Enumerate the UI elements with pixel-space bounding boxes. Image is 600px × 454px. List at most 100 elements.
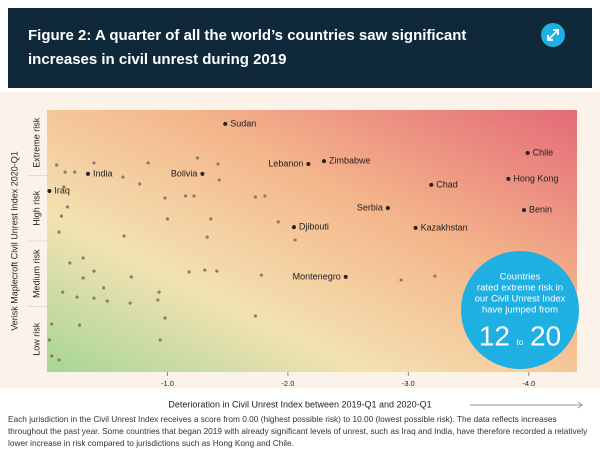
- x-tick-label: -1.0: [161, 379, 174, 388]
- point: [81, 276, 85, 280]
- point: [217, 178, 221, 182]
- callout-from: 12: [479, 320, 510, 351]
- point-label: Bolivia: [171, 168, 198, 178]
- point-label: Benin: [529, 204, 552, 214]
- x-tick-label: -4.0: [522, 379, 535, 388]
- named-point: [306, 161, 311, 166]
- point: [259, 273, 264, 277]
- callout-circle: [461, 251, 579, 369]
- named-point: [223, 121, 228, 126]
- point-label: Kazakhstan: [421, 222, 468, 232]
- point: [50, 322, 54, 326]
- point: [209, 217, 213, 221]
- named-point: [525, 150, 530, 155]
- point: [102, 286, 106, 290]
- chart-title: Figure 2: A quarter of all the world’s c…: [28, 27, 467, 68]
- named-point: [413, 225, 418, 230]
- point: [92, 269, 96, 273]
- point-label: Djibouti: [299, 221, 329, 231]
- expand-icon[interactable]: [540, 22, 566, 48]
- point: [165, 217, 170, 221]
- point: [187, 270, 191, 274]
- x-axis-title: Deterioration in Civil Unrest Index betw…: [168, 399, 431, 409]
- x-tick-label: -3.0: [402, 379, 415, 388]
- callout-to-word: to: [517, 338, 524, 347]
- point-label: Chile: [533, 147, 554, 157]
- point: [75, 295, 79, 299]
- point: [253, 314, 257, 318]
- footnote: Each jurisdiction in the Civil Unrest In…: [8, 414, 588, 448]
- point-label: Hong Kong: [513, 173, 558, 183]
- point: [205, 235, 209, 239]
- named-point: [85, 171, 90, 176]
- named-point: [506, 176, 511, 181]
- point-label: Chad: [436, 179, 458, 189]
- callout-to: 20: [530, 320, 561, 351]
- x-tick-label: -2.0: [281, 379, 294, 388]
- point: [215, 269, 219, 273]
- named-point: [522, 208, 526, 213]
- named-point: [200, 171, 205, 176]
- point: [433, 274, 437, 278]
- point: [128, 301, 132, 305]
- point-label: Iraq: [54, 185, 70, 195]
- point: [216, 162, 220, 166]
- point: [121, 175, 125, 179]
- point: [47, 338, 52, 342]
- point: [253, 195, 257, 199]
- callout-text: rated extreme risk in: [477, 283, 563, 294]
- point: [276, 220, 280, 224]
- point: [195, 156, 200, 160]
- point: [146, 161, 150, 165]
- point: [293, 238, 297, 242]
- named-point: [429, 182, 434, 187]
- band-label: Extreme risk: [31, 117, 41, 168]
- header: Figure 2: A quarter of all the world’s c…: [8, 8, 592, 88]
- point-label: Sudan: [230, 118, 256, 128]
- point: [65, 205, 70, 209]
- point: [55, 163, 59, 167]
- named-point: [343, 274, 348, 279]
- point-label: Montenegro: [293, 271, 341, 281]
- point: [129, 275, 133, 279]
- point: [68, 261, 72, 265]
- point: [158, 338, 162, 342]
- chart: Verisk Maplecroft Civil Unrest Index 202…: [0, 92, 600, 409]
- callout-text: our Civil Unrest Index: [475, 294, 566, 305]
- x-axis-arrow: [470, 401, 583, 409]
- point-label: Zimbabwe: [329, 155, 371, 165]
- point: [57, 230, 61, 234]
- point: [62, 185, 66, 189]
- y-axis-title: Verisk Maplecroft Civil Unrest Index 202…: [9, 151, 19, 331]
- point: [63, 170, 67, 174]
- point: [61, 290, 65, 294]
- band-label: High risk: [31, 190, 41, 226]
- callout-text: Countries: [500, 272, 541, 283]
- callout-text: have jumped from: [482, 305, 558, 316]
- point: [163, 196, 167, 200]
- point: [399, 278, 403, 282]
- point: [81, 256, 85, 260]
- point: [163, 316, 167, 320]
- point: [156, 298, 160, 302]
- point: [59, 214, 64, 218]
- point: [57, 358, 61, 362]
- point: [138, 182, 142, 186]
- point: [192, 194, 196, 198]
- point: [203, 268, 207, 272]
- point: [122, 234, 126, 238]
- band-label: Medium risk: [31, 249, 41, 298]
- named-point: [385, 205, 390, 210]
- named-point: [47, 188, 52, 193]
- point-label: Lebanon: [268, 158, 303, 168]
- point: [92, 161, 96, 165]
- point: [77, 323, 82, 327]
- point: [73, 170, 77, 174]
- named-point: [322, 159, 327, 164]
- point-label: India: [93, 168, 113, 178]
- point: [157, 290, 161, 294]
- point: [50, 354, 54, 358]
- point: [92, 296, 96, 300]
- point: [263, 194, 267, 198]
